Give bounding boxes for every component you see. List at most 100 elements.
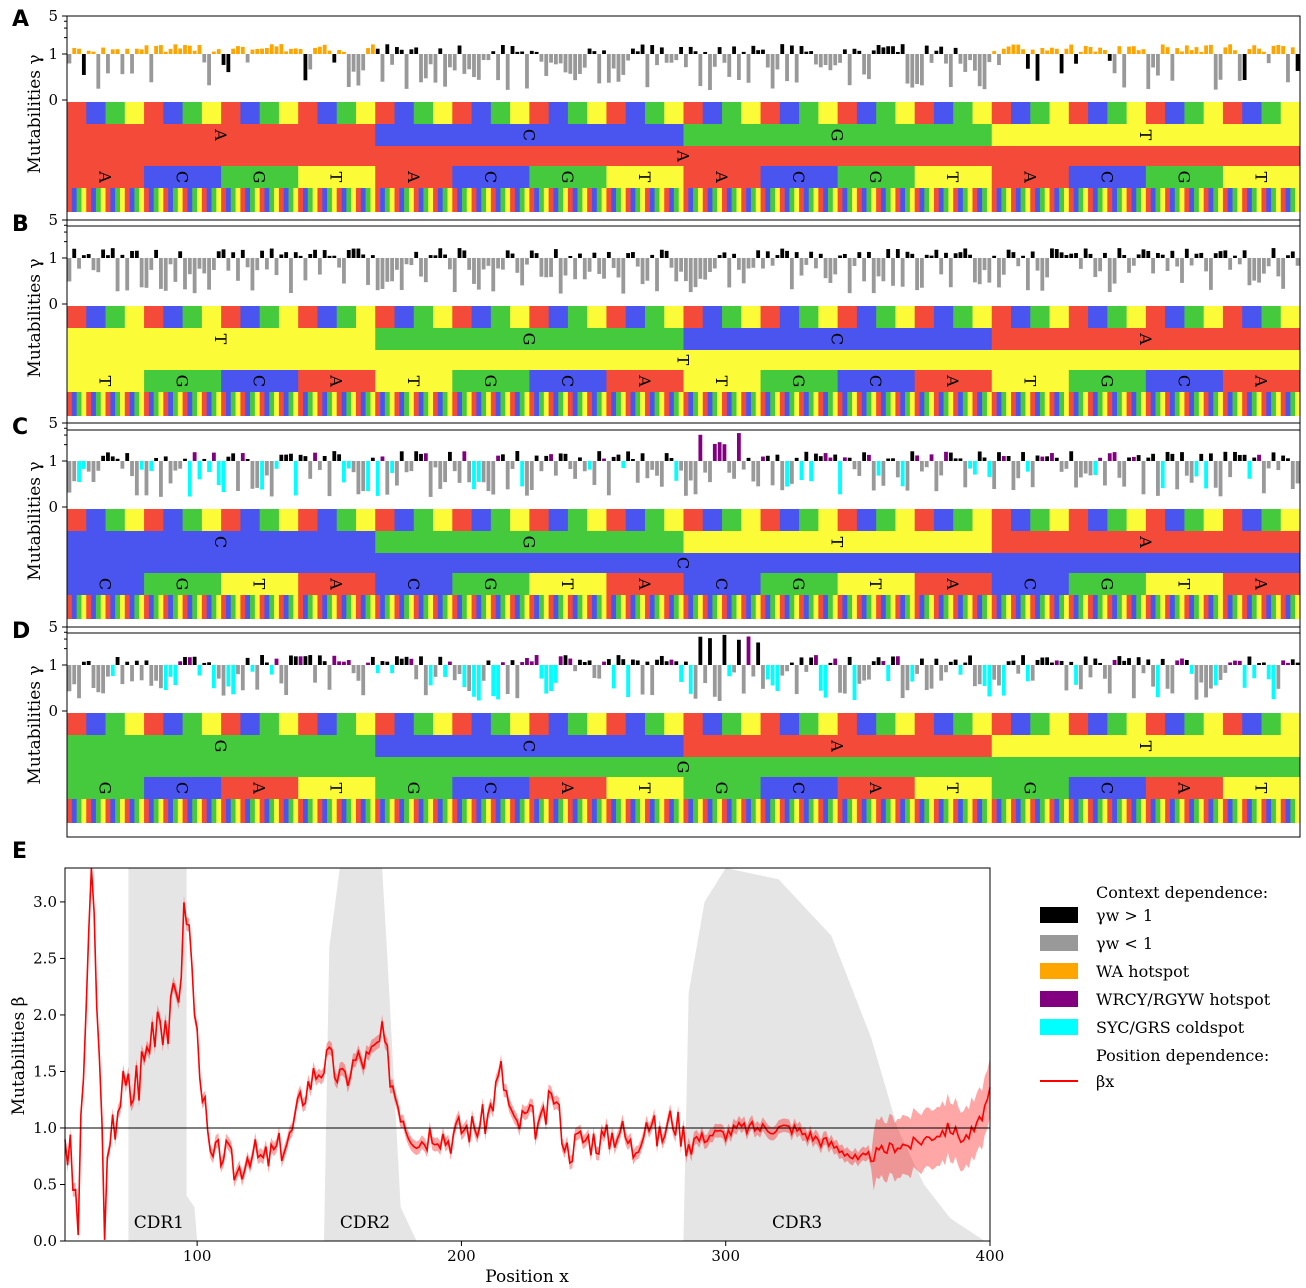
nucleotide-stripe [293, 595, 299, 619]
nucleotide-stripe [327, 188, 333, 212]
gamma-bar [553, 665, 558, 683]
gamma-bar [693, 258, 698, 288]
gamma-bar [260, 48, 264, 54]
gamma-bar [549, 665, 553, 692]
nucleotide-stripe [177, 392, 183, 416]
nucleotide-cell-top [67, 713, 87, 735]
nucleotide-stripe [461, 392, 468, 416]
gamma-bar [279, 665, 284, 684]
nucleotide-stripe [1001, 799, 1007, 823]
nucleotide-stripe [1015, 799, 1021, 823]
nucleotide-cell-top [1068, 306, 1089, 328]
nucleotide-stripe [914, 799, 920, 823]
gamma-bar [173, 665, 178, 685]
nucleotide-stripe [529, 188, 535, 212]
nucleotide-cell-top [1049, 509, 1070, 531]
nucleotide-stripe [1011, 188, 1017, 212]
nucleotide-cell-top [953, 713, 973, 735]
nucleotide-stripe [1092, 188, 1099, 212]
gamma-bar [149, 54, 154, 83]
gamma-bar [308, 54, 313, 70]
panel-frame [66, 15, 1301, 227]
gamma-bar [327, 255, 332, 258]
nucleotide-cell-top [664, 509, 684, 531]
gamma-bar [404, 54, 409, 89]
gamma-bar [216, 461, 221, 486]
nucleotide-stripe [404, 595, 410, 619]
nucleotide-label-row2: T [828, 537, 847, 548]
nucleotide-stripe [943, 188, 949, 212]
gamma-bar [404, 461, 409, 473]
nucleotide-stripe [312, 799, 318, 823]
nucleotide-stripe [1184, 799, 1190, 823]
nucleotide-stripe [1136, 799, 1142, 823]
gamma-bar [1088, 253, 1093, 258]
gamma-bar [674, 54, 679, 61]
gamma-bar [659, 47, 664, 54]
nucleotide-stripe [630, 799, 636, 823]
gamma-bar [717, 442, 722, 461]
nucleotide-stripe [1044, 799, 1050, 823]
nucleotide-label-row2: C [828, 333, 847, 345]
gamma-bar [106, 255, 110, 258]
gamma-bar [380, 456, 385, 461]
nucleotide-stripe [688, 595, 694, 619]
gamma-bar [563, 453, 568, 461]
nucleotide-stripe [741, 799, 747, 823]
nucleotide-stripe [230, 392, 236, 416]
gamma-bar [992, 51, 997, 54]
nucleotide-stripe [938, 188, 944, 212]
gamma-bar [592, 665, 597, 678]
gamma-bar [366, 461, 370, 492]
nucleotide-cell-top [606, 713, 627, 735]
gamma-bar [342, 258, 346, 284]
nucleotide-stripe [688, 392, 694, 416]
nucleotide-stripe [635, 595, 641, 619]
nucleotide-stripe [1247, 392, 1253, 416]
gamma-bar [597, 451, 602, 461]
nucleotide-stripe [158, 595, 164, 619]
nucleotide-cell-top [1126, 509, 1147, 531]
nucleotide-stripe [187, 392, 193, 416]
gamma-bar [900, 665, 905, 699]
gamma-bar [997, 258, 1001, 288]
legend-label-beta: βx [1096, 1072, 1114, 1091]
nucleotide-cell-top [86, 713, 107, 735]
y-axis-title: Mutabilities β [9, 997, 29, 1116]
gamma-bar [370, 44, 375, 54]
gamma-bar [510, 253, 515, 258]
nucleotide-stripe [447, 392, 453, 416]
nucleotide-stripe [351, 188, 357, 212]
gamma-bar [1257, 48, 1261, 54]
nucleotide-stripe [519, 799, 525, 823]
gamma-bar [525, 54, 529, 89]
nucleotide-stripe [1160, 799, 1166, 823]
nucleotide-stripe [1165, 799, 1171, 823]
nucleotide-stripe [1295, 799, 1301, 823]
nucleotide-stripe [216, 188, 222, 212]
nucleotide-block-row3 [452, 573, 530, 595]
gamma-bar [1276, 461, 1281, 471]
nucleotide-stripe [755, 799, 761, 823]
gamma-bar [1257, 662, 1261, 665]
gamma-bar [187, 461, 192, 497]
nucleotide-stripe [1218, 188, 1224, 212]
nucleotide-stripe [331, 595, 338, 619]
gamma-bar [915, 258, 920, 291]
gamma-bar [847, 656, 852, 665]
nucleotide-cell-top [240, 306, 261, 328]
gamma-bar [159, 665, 163, 689]
nucleotide-cell-top [548, 306, 569, 328]
nucleotide-stripe [933, 799, 940, 823]
gamma-bar [544, 665, 549, 694]
nucleotide-stripe [375, 595, 381, 619]
nucleotide-stripe [317, 595, 323, 619]
nucleotide-stripe [471, 188, 477, 212]
nucleotide-stripe [1271, 799, 1277, 823]
nucleotide-cell-top [105, 102, 126, 124]
gamma-bar [929, 255, 934, 258]
gamma-bar [746, 258, 751, 269]
gamma-bar [1107, 665, 1112, 694]
nucleotide-stripe [486, 392, 492, 416]
